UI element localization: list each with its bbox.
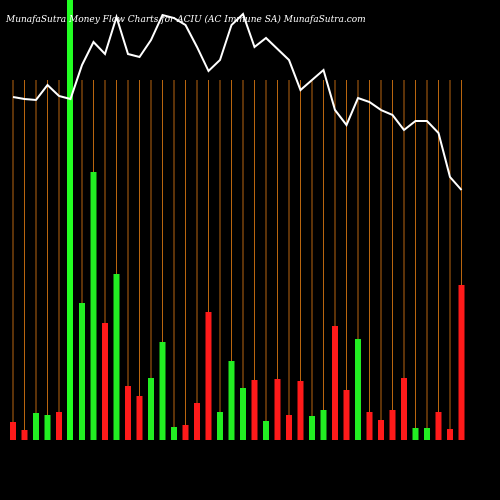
bar xyxy=(159,342,166,440)
bar xyxy=(424,428,430,440)
bar xyxy=(297,381,304,440)
bar xyxy=(79,303,85,440)
bar xyxy=(205,312,212,440)
highlight-band xyxy=(67,0,73,440)
bar xyxy=(113,274,120,440)
bar xyxy=(21,430,28,440)
bar xyxy=(90,172,97,440)
bar xyxy=(355,339,361,440)
bar xyxy=(56,412,62,440)
bar xyxy=(458,285,465,440)
bar xyxy=(447,429,453,440)
bar xyxy=(286,415,292,440)
bar xyxy=(274,379,281,440)
bar xyxy=(44,415,51,440)
bar xyxy=(228,361,235,440)
bar xyxy=(378,420,384,440)
bar xyxy=(309,416,315,440)
bar xyxy=(412,428,419,440)
bar xyxy=(401,378,407,440)
bar xyxy=(263,421,269,440)
bar xyxy=(320,410,327,440)
bar xyxy=(217,412,223,440)
bar xyxy=(136,396,143,440)
bar xyxy=(148,378,154,440)
bar xyxy=(125,386,131,440)
chart-title: MunafaSutra Money Flow Charts for ACIU (… xyxy=(5,14,366,25)
bar xyxy=(435,412,442,440)
bar xyxy=(194,403,200,440)
bar xyxy=(182,425,189,440)
bar xyxy=(332,326,338,440)
bar xyxy=(33,413,39,440)
bar xyxy=(102,323,108,440)
bar xyxy=(10,422,16,440)
bar xyxy=(240,388,246,440)
bar xyxy=(343,390,350,440)
line xyxy=(12,12,463,191)
bar xyxy=(171,427,177,440)
bar xyxy=(251,380,258,440)
bar xyxy=(366,412,373,440)
bar xyxy=(389,410,396,440)
